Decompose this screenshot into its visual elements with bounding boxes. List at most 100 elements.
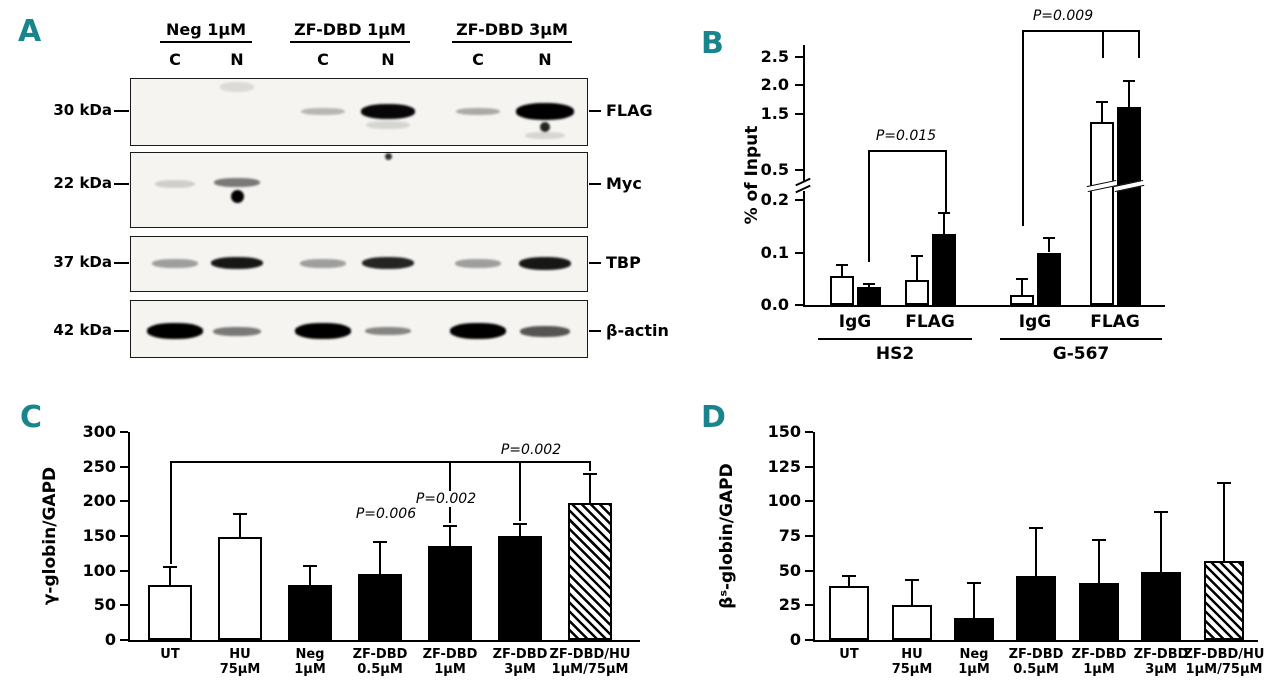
- lane-group-header: ZF-DBD 1μM: [290, 20, 410, 43]
- y-tick-label: 0: [104, 630, 116, 649]
- error-bar-cap: [1092, 539, 1106, 542]
- blot-band: [211, 257, 263, 269]
- y-tick-label: 1.5: [760, 103, 789, 123]
- error-bar-stem: [169, 567, 171, 585]
- x-category-label: ZF-DBD 3μM: [1133, 647, 1189, 677]
- band-tick: [589, 183, 601, 185]
- blot-band: [300, 258, 346, 268]
- significance-bracket: [170, 461, 591, 463]
- group-line: [1000, 338, 1162, 340]
- bar: [830, 276, 854, 305]
- y-tick: [120, 431, 128, 433]
- bar: [1090, 121, 1114, 305]
- blot-band: [366, 121, 410, 129]
- error-bar-stem: [1021, 278, 1023, 295]
- y-tick: [120, 465, 128, 468]
- error-bar-cap: [163, 566, 177, 569]
- error-bar-stem: [1048, 238, 1050, 253]
- bar: [932, 234, 956, 305]
- bar: [857, 287, 881, 305]
- blot-band: [230, 189, 244, 203]
- error-bar-cap: [836, 263, 848, 266]
- mw-marker-label: 30 kDa: [53, 101, 112, 119]
- blot-band: [147, 323, 203, 339]
- x-category-label: ZF-DBD 1μM: [1071, 647, 1127, 677]
- y-tick: [795, 169, 803, 171]
- blot-box: [130, 78, 588, 146]
- y-tick: [805, 431, 813, 433]
- y-tick-label: 2.0: [760, 75, 789, 95]
- x-axis: [128, 640, 640, 642]
- blot-box: [130, 152, 588, 228]
- blot-band: [365, 327, 411, 335]
- bar: [428, 546, 472, 640]
- error-bar-stem: [868, 284, 870, 288]
- bar: [892, 605, 932, 640]
- blot-band: [516, 102, 574, 120]
- blot-band: [220, 82, 254, 92]
- x-category-label: UT: [160, 647, 180, 662]
- bar: [1079, 583, 1119, 640]
- blot-band: [152, 258, 198, 268]
- y-tick-label: 25: [778, 595, 801, 615]
- error-bar-cap: [303, 564, 317, 567]
- error-bar-cap: [233, 512, 247, 515]
- blot-band: [362, 257, 414, 269]
- error-bar-cap: [938, 212, 950, 215]
- error-bar-stem: [1128, 81, 1130, 107]
- error-bar-cap: [842, 575, 856, 578]
- blot-band: [525, 131, 565, 139]
- mw-marker-label: 37 kDa: [53, 253, 112, 271]
- blot-band: [213, 326, 261, 336]
- blot-band: [450, 323, 506, 339]
- y-tick: [120, 569, 128, 572]
- error-bar-cap: [1043, 237, 1055, 240]
- mw-marker-tick: [114, 110, 129, 112]
- blot-band: [361, 103, 415, 119]
- y-tick-label: 300: [82, 422, 116, 441]
- y-tick: [805, 639, 813, 641]
- error-bar-stem: [916, 256, 918, 280]
- y-tick: [120, 639, 128, 641]
- x-category-label: Neg 1μM: [958, 647, 990, 677]
- bar: [1037, 252, 1061, 305]
- x-axis: [813, 640, 1258, 642]
- lane-label: C: [472, 50, 484, 69]
- x-category-label: HU 75μM: [219, 647, 261, 677]
- error-bar-stem: [973, 583, 975, 618]
- lane-label: N: [538, 50, 552, 69]
- error-bar-cap: [905, 579, 919, 582]
- error-bar-stem: [309, 565, 311, 585]
- y-tick-label: 2.5: [760, 47, 789, 66]
- error-bar-stem: [519, 523, 521, 536]
- y-axis: [128, 432, 130, 640]
- x-category-label: ZF-DBD 0.5μM: [1008, 647, 1064, 677]
- y-tick: [795, 56, 803, 58]
- significance-bracket: [1102, 30, 1104, 58]
- band-tick: [589, 262, 601, 264]
- blot-band: [214, 177, 260, 187]
- y-tick: [120, 535, 128, 537]
- error-bar-stem: [848, 576, 850, 586]
- y-tick: [805, 500, 813, 503]
- y-tick-label: 0.5: [760, 160, 789, 179]
- group-label: HS2: [875, 344, 915, 364]
- y-tick-label: 75: [778, 526, 801, 545]
- bar: [1204, 560, 1244, 640]
- y-axis: [803, 45, 805, 305]
- y-tick-label: 250: [82, 456, 116, 476]
- band-label: Myc: [606, 174, 642, 193]
- y-tick: [805, 604, 813, 607]
- y-tick: [795, 304, 803, 306]
- bar: [829, 585, 869, 640]
- y-axis: [813, 432, 815, 640]
- error-bar-stem: [943, 213, 945, 235]
- significance-bracket: [868, 150, 947, 152]
- blot-band: [456, 107, 500, 115]
- error-bar-stem: [841, 264, 843, 277]
- y-tick-label: 0: [789, 630, 801, 649]
- y-tick: [805, 465, 813, 468]
- mw-marker-label: 42 kDa: [53, 321, 112, 339]
